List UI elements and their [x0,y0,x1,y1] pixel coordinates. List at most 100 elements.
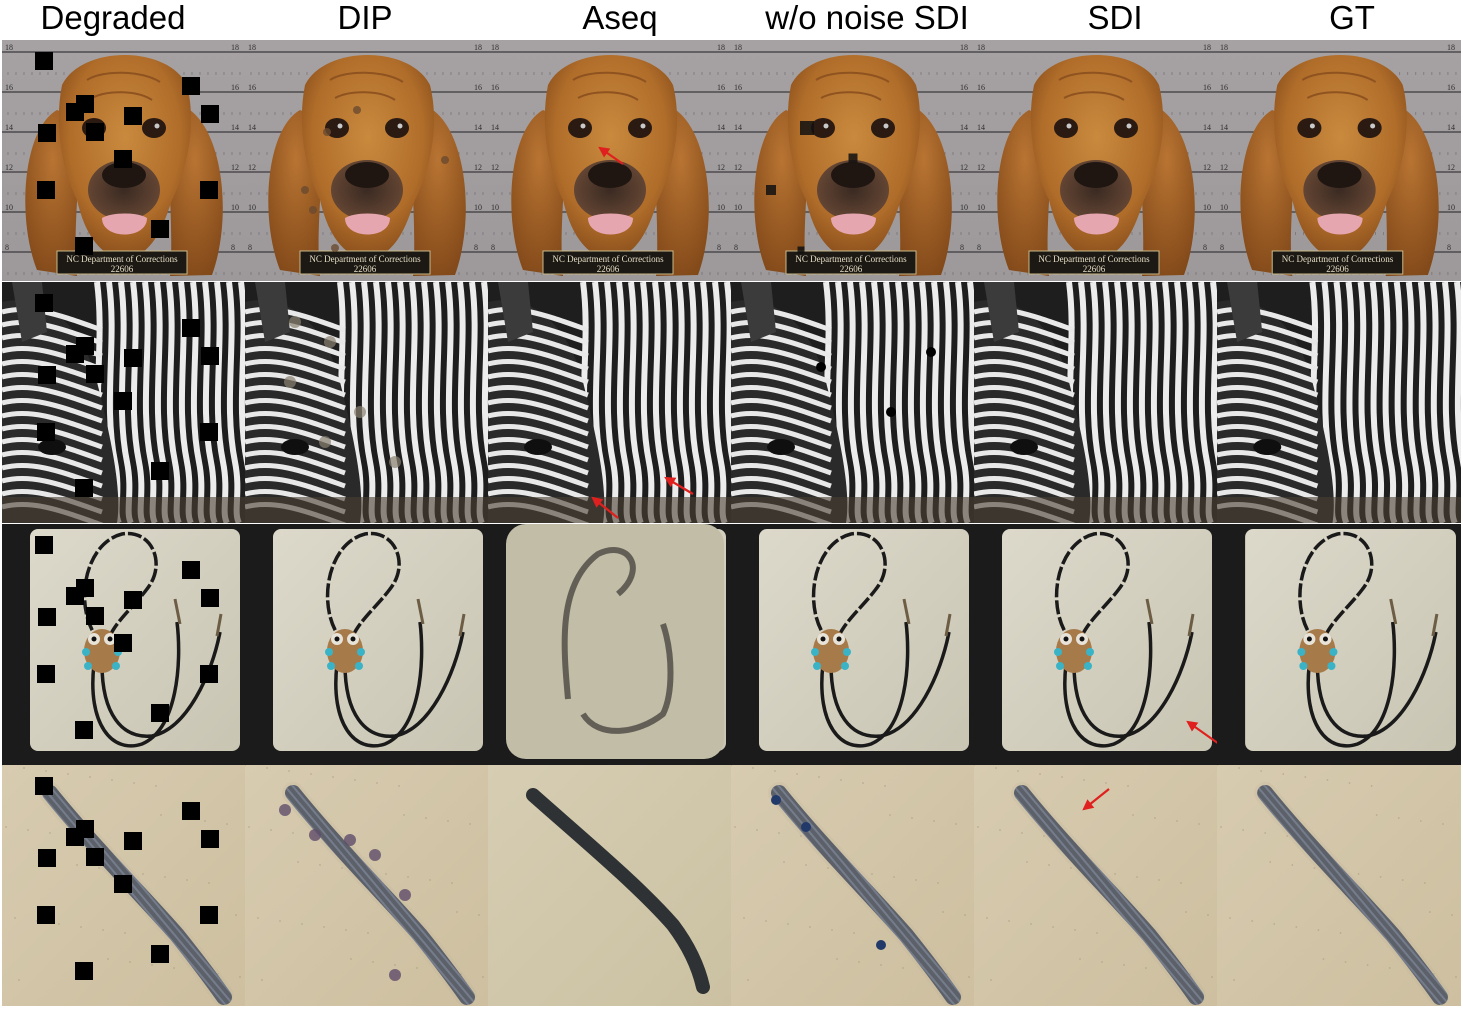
artifact-blob [441,156,449,164]
column-header-row: Degraded DIP Aseq w/o noise SDI SDI GT [0,0,1463,40]
column-title-wo-noise-sdi: w/o noise SDI [765,0,969,36]
placard-text-line2: 22606 [111,264,134,274]
inpainting-mask-square [124,832,142,850]
ruler-number-left: 12 [1220,163,1228,172]
ruler-number-left: 14 [248,123,256,132]
image-zebra-degraded [2,282,245,523]
ruler-number-left: 14 [5,123,13,132]
inpainting-mask-square [200,423,218,441]
artifact-blob [389,969,401,981]
dog-figure [511,55,709,276]
image-zebra-gt [1217,282,1461,523]
artifact-blob [309,206,317,214]
ruler-number-right: 16 [474,83,482,92]
zebra-eye [767,439,795,455]
artifact-blob [399,889,411,901]
ruler-number-left: 16 [248,83,256,92]
inpainting-mask-square [37,181,55,199]
placard-text-line2: 22606 [840,264,863,274]
ruler-number-left: 18 [5,43,13,52]
artifact-blob [284,376,296,388]
ruler-number-left: 18 [1220,43,1228,52]
ruler-number-left: 18 [977,43,985,52]
ruler-number-left: 10 [977,203,985,212]
artifact-blob [319,436,331,448]
millipede-body [285,785,475,1005]
inpainting-mask-square [151,220,169,238]
image-zebra-wo_noise_sdi [731,282,974,523]
inpainting-mask-square [114,150,132,168]
ruler-number-right: 14 [231,123,239,132]
millipede-body [1014,785,1204,1005]
ruler-number-left: 16 [491,83,499,92]
image-bolo_tie-wo_noise_sdi [731,524,974,765]
red-arrow-annotation [591,496,619,519]
ruler-number-left: 16 [5,83,13,92]
inpainting-mask-square [200,665,218,683]
zebra-eye [38,439,66,455]
artifact-patch [771,795,781,805]
inpainting-mask-square [35,777,53,795]
ruler-number-left: 16 [977,83,985,92]
ruler-number-right: 16 [1447,83,1455,92]
ruler-number-left: 14 [977,123,985,132]
ruler-number-right: 8 [717,243,721,252]
inpainting-mask-square [200,906,218,924]
ruler-number-right: 14 [474,123,482,132]
column-title-gt: GT [1329,0,1375,36]
ruler-number-right: 18 [474,43,482,52]
placard-text-line1: NC Department of Corrections [1038,254,1150,264]
cream-board [30,529,240,751]
image-zebra-aseq [488,282,731,523]
ruler-number-right: 16 [1203,83,1211,92]
ruler-number-left: 8 [1220,243,1224,252]
image-millipede-wo_noise_sdi [731,765,974,1006]
inpainting-mask-square [86,848,104,866]
inpainting-mask-square [201,589,219,607]
zebra-eye [524,439,552,455]
bolo-tie [1298,531,1439,748]
ruler-number-left: 10 [248,203,256,212]
ruler-number-right: 8 [474,243,478,252]
column-title-dip: DIP [337,0,393,36]
inpainting-mask-square [182,802,200,820]
artifact-blob [324,336,336,348]
inpainting-mask-square [86,365,104,383]
inpainting-mask-square [66,103,84,121]
inpainting-mask-square [201,347,219,365]
image-millipede-degraded [2,765,245,1006]
millipede-body [1257,785,1448,1005]
inpainting-mask-square [35,294,53,312]
bolo-tie [325,531,466,748]
inpainting-mask-square [66,828,84,846]
ruler-number-left: 18 [734,43,742,52]
inpainting-mask-square [38,124,56,142]
owl-slide [811,629,851,673]
blurred-board [506,524,724,759]
ruler-number-left: 12 [734,163,742,172]
inpainting-mask-square [86,123,104,141]
millipede-body [526,788,710,994]
ruler-number-left: 8 [5,243,9,252]
inpainting-mask-square [86,607,104,625]
dog-figure [1240,55,1439,276]
ruler-number-right: 14 [1203,123,1211,132]
ruler-number-right: 10 [474,203,482,212]
inpainting-mask-square [35,52,53,70]
inpainting-mask-square [114,634,132,652]
artifact-patch [800,121,814,135]
ruler-number-right: 18 [960,43,968,52]
inpainting-mask-square [38,608,56,626]
ruler-number-left: 8 [491,243,495,252]
ruler-number-left: 14 [491,123,499,132]
image-bloodhound-dip: 18 18 16 16 14 14 12 12 10 10 8 8 NC Department of C… [245,40,488,281]
ruler-number-right: 8 [1203,243,1207,252]
dog-figure [997,55,1195,276]
inpainting-mask-square [75,962,93,980]
inpainting-mask-square [200,181,218,199]
inpainting-mask-square [38,366,56,384]
